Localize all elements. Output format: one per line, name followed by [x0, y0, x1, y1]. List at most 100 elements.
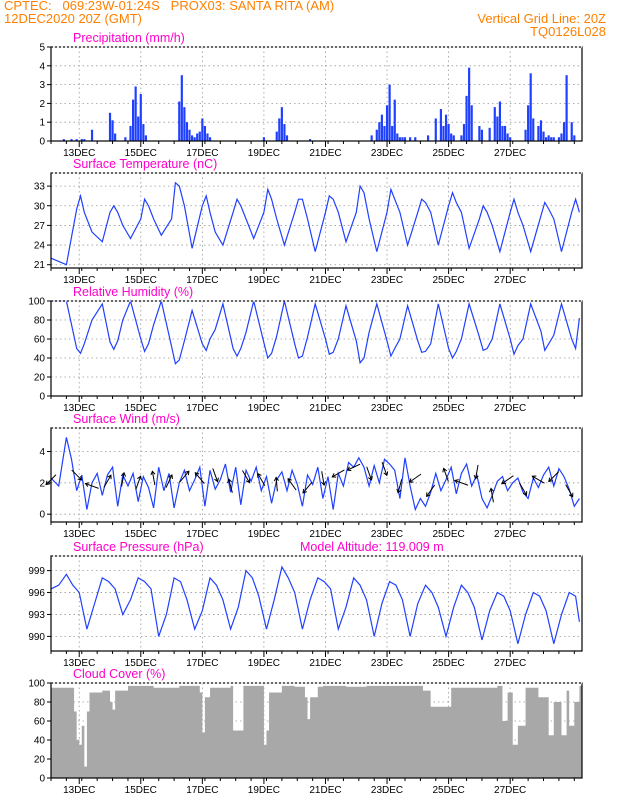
- wind-arrow: [346, 463, 361, 472]
- precipitation-ytick-label: 1: [39, 118, 45, 129]
- humidity-ytick-label: 60: [34, 335, 46, 346]
- wind-arrow-head: [522, 491, 528, 496]
- pressure-xtick-label: 21DEC: [309, 658, 341, 669]
- wind-arrow-head: [302, 488, 307, 494]
- pressure-xtick-label: 17DEC: [186, 658, 218, 669]
- humidity-xtick-label: 13DEC: [63, 403, 95, 414]
- pressure-xtick-label: 19DEC: [248, 658, 280, 669]
- precipitation-bar: [193, 137, 196, 141]
- wind-arrow-head: [150, 470, 156, 476]
- wind-arrow: [321, 471, 327, 486]
- cloud-cover-xtick-label: 19DEC: [248, 785, 280, 796]
- precipitation-bar: [544, 137, 548, 141]
- wind-arrow: [396, 479, 403, 494]
- precipitation-bar: [439, 109, 443, 141]
- precipitation-bar: [111, 120, 114, 141]
- precipitation-bar: [501, 125, 504, 141]
- precipitation-bar: [129, 125, 132, 141]
- wind-arrow: [273, 476, 279, 492]
- cloud-cover-xtick-label: 17DEC: [186, 785, 218, 796]
- precipitation-bar: [527, 105, 530, 141]
- precipitation-bar: [537, 125, 540, 141]
- wind-ytick-label: 4: [39, 447, 45, 458]
- humidity-xtick-label: 19DEC: [248, 403, 280, 414]
- header-date: 12DEC2020 20Z (GMT): [4, 11, 142, 26]
- pressure-line: [50, 565, 580, 644]
- temperature-xtick-label: 23DEC: [371, 275, 403, 286]
- wind-arrow: [501, 475, 514, 485]
- wind-arrow-shaft: [287, 478, 297, 491]
- humidity-xtick-label: 23DEC: [371, 403, 403, 414]
- humidity-title: Relative Humidity (%): [73, 285, 193, 299]
- temperature-xtick-label: 13DEC: [63, 275, 95, 286]
- precipitation-bar: [506, 133, 509, 141]
- precipitation-bar: [478, 125, 481, 141]
- wind-arrow: [302, 481, 313, 494]
- precipitation-bar: [396, 133, 399, 141]
- pressure-xtick-label: 25DEC: [432, 658, 464, 669]
- precipitation-bar: [183, 107, 186, 141]
- wind-arrow-shaft: [257, 473, 266, 487]
- wind-xtick-label: 27DEC: [494, 529, 526, 540]
- humidity-panel: Relative Humidity (%) 0 20 40 60 80 100 13DEC 15…: [28, 285, 583, 414]
- precipitation-bar: [196, 133, 199, 141]
- wind-arrow-head: [168, 474, 173, 479]
- cloud-cover-ytick-label: 100: [28, 679, 45, 690]
- wind-arrow: [426, 484, 436, 498]
- pressure-ytick-label: 996: [28, 588, 45, 599]
- precipitation-bar: [570, 122, 573, 141]
- cloud-cover-title: Cloud Cover (%): [73, 667, 165, 681]
- precipitation-bar: [391, 125, 394, 141]
- wind-xtick-label: 23DEC: [371, 529, 403, 540]
- temperature-ytick-label: 30: [34, 201, 46, 212]
- precipitation-bar: [398, 137, 401, 141]
- humidity-ytick-label: 80: [34, 316, 46, 327]
- humidity-ytick-label: 100: [28, 297, 45, 308]
- precipitation-bar: [201, 118, 204, 141]
- wind-arrow-head: [408, 478, 414, 483]
- wind-arrow-shaft: [71, 469, 82, 481]
- temperature-panel: Surface Temperature (nC) 21 24 27 30 33 13DEC 1…: [34, 157, 583, 286]
- wind-arrow-shaft: [532, 475, 545, 484]
- precipitation-bar: [62, 139, 65, 141]
- wind-arrow-shaft: [103, 474, 112, 488]
- humidity-line: [51, 298, 580, 365]
- precipitation-bar: [142, 124, 145, 141]
- precipitation-bar: [480, 129, 484, 141]
- cloud-cover-ytick-label: 0: [39, 774, 45, 785]
- wind-xtick-label: 19DEC: [248, 529, 280, 540]
- cloud-cover-xtick-label: 25DEC: [432, 785, 464, 796]
- wind-arrow-shaft: [165, 474, 173, 488]
- wind-xtick-label: 21DEC: [309, 529, 341, 540]
- precipitation-bar: [114, 133, 117, 141]
- wind-arrow-shaft: [331, 469, 345, 478]
- precipitation-xtick-label: 19DEC: [248, 148, 280, 159]
- wind-arrow: [442, 467, 449, 482]
- precipitation-bar: [180, 75, 183, 141]
- wind-arrow-head: [489, 487, 495, 493]
- wind-arrow: [408, 473, 422, 483]
- wind-arrow: [489, 487, 495, 503]
- precipitation-bar: [83, 139, 86, 141]
- wind-arrow-shaft: [321, 471, 325, 486]
- precipitation-bar: [450, 133, 453, 141]
- precipitation-xtick-label: 23DEC: [371, 148, 403, 159]
- precipitation-bar: [190, 135, 194, 141]
- precipitation-bar: [137, 116, 140, 141]
- precipitation-bar: [134, 86, 137, 141]
- wind-arrow-head: [548, 477, 553, 483]
- precipitation-bar: [468, 67, 471, 141]
- precipitation-bar: [280, 107, 283, 141]
- humidity-xtick-label: 15DEC: [125, 403, 157, 414]
- temperature-xtick-label: 21DEC: [309, 275, 341, 286]
- humidity-xtick-label: 21DEC: [309, 403, 341, 414]
- precipitation-bar: [498, 101, 502, 141]
- wind-arrow-head: [331, 473, 337, 478]
- wind-arrow: [227, 478, 233, 493]
- wind-arrow-shaft: [151, 471, 156, 486]
- cloud-cover-xtick-label: 27DEC: [494, 785, 526, 796]
- precipitation-xtick-label: 17DEC: [186, 148, 218, 159]
- precipitation-bar: [385, 105, 389, 141]
- precipitation-bar: [539, 120, 543, 141]
